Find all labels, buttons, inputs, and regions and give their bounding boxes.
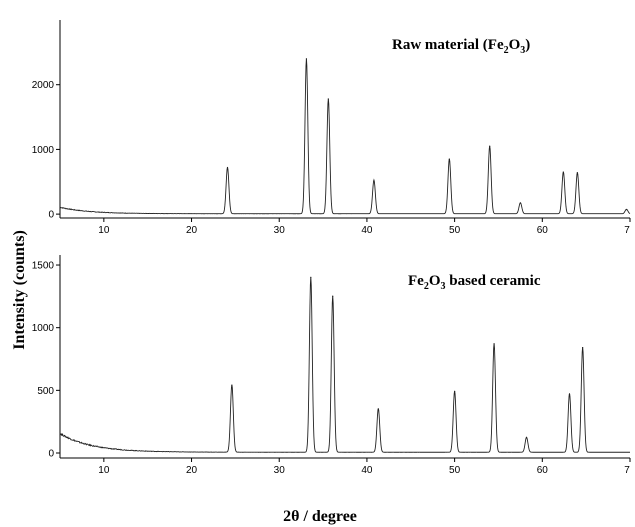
y-tick-label: 500 [37,386,54,397]
diffraction-peak [226,166,229,169]
diffraction-peak [625,208,628,211]
diffraction-peak [519,202,521,204]
y-tick-label: 2000 [32,80,55,91]
x-tick-label: 50 [449,225,461,236]
x-axis-title: 2θ / degree [283,508,357,525]
title-part: Fe [408,273,424,289]
x-tick-label: 10 [98,465,110,476]
title-subscript: 2 [504,45,509,56]
diffraction-peak [373,179,375,182]
diffraction-peak [332,295,334,297]
top-xrd-panel: Raw material (Fe2O3) 0 1000 2000 10 20 30 40 50… [32,20,631,236]
x-tick-label: 40 [361,225,373,236]
y-tick-label: 0 [48,210,54,221]
bottom-panel-title: Fe2O3 based ceramic [408,273,541,292]
x-tick-label: 60 [537,465,549,476]
diffraction-peak [327,98,329,100]
diffraction-peak [454,390,456,393]
x-tick-label: 30 [274,225,286,236]
bottom-xrd-panel: Fe2O3 based ceramic 0 500 1000 1500 10 20 30 40… [32,255,631,476]
title-subscript: 3 [441,281,446,292]
diffraction-peak [582,347,584,349]
diffraction-peak [568,393,571,395]
diffraction-peak [562,171,564,173]
diffraction-peak [489,145,491,147]
y-tick-label: 0 [48,448,54,459]
diffraction-peak [377,408,379,410]
title-part: ) [525,37,530,53]
diffraction-peak [493,343,495,345]
x-tick-label: 60 [537,225,549,236]
y-tick-label: 1000 [32,323,55,334]
x-tick-label: 7 [624,465,630,476]
y-tick-label: 1000 [32,145,55,156]
title-part: O [509,37,521,53]
title-part: O [429,273,441,289]
diffraction-peak [310,276,312,279]
xrd-pattern-line [59,58,631,215]
diffraction-peak [525,437,528,439]
y-axis-title: Intensity (counts) [11,230,28,350]
diffraction-peak [231,384,233,386]
title-part: Raw material (Fe [392,37,504,53]
y-tick-label: 1500 [32,261,55,272]
diffraction-peak [576,172,578,174]
title-part: based ceramic [446,273,541,289]
title-subscript: 3 [520,45,525,56]
diffraction-peak [448,158,450,160]
top-panel-title: Raw material (Fe2O3) [392,37,530,56]
x-tick-label: 50 [449,465,461,476]
x-tick-label: 7 [624,225,630,236]
x-tick-label: 40 [361,465,373,476]
x-tick-label: 10 [98,225,110,236]
x-tick-label: 20 [186,465,198,476]
x-tick-label: 30 [274,465,286,476]
x-tick-label: 20 [186,225,198,236]
diffraction-peak [305,58,308,60]
title-subscript: 2 [424,281,429,292]
xrd-pattern-line [59,276,630,453]
